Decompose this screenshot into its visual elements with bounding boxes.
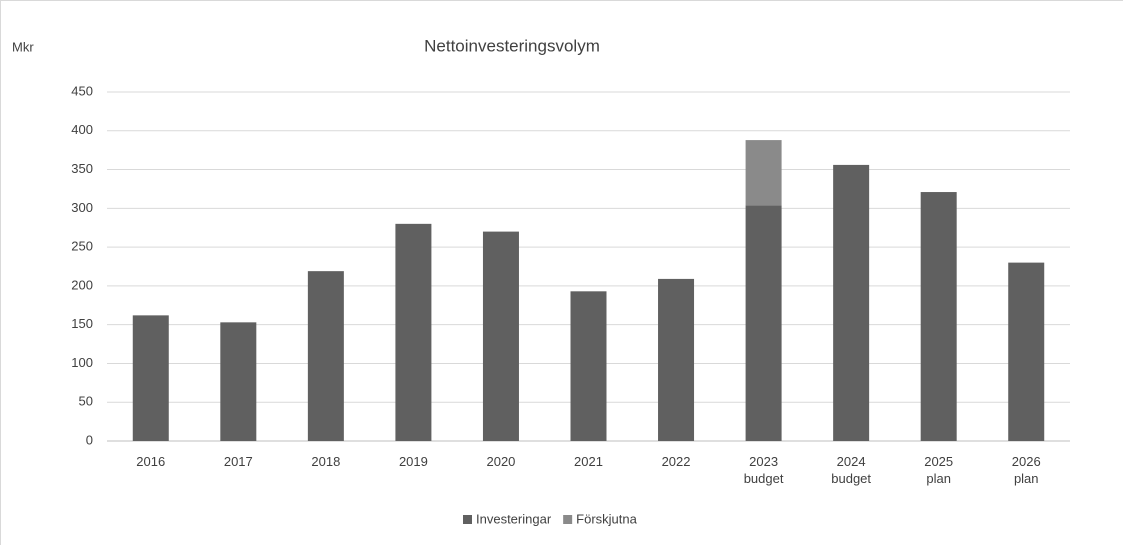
x-tick-line: 2022: [662, 454, 691, 469]
x-tick-label: 2016: [136, 454, 165, 469]
x-tick-line: 2017: [224, 454, 253, 469]
x-tick-line: 2023: [749, 454, 778, 469]
y-tick-label: 250: [71, 239, 93, 254]
x-tick-line: plan: [926, 471, 951, 486]
x-tick-label: 2017: [224, 454, 253, 469]
x-tick-line: 2025: [924, 454, 953, 469]
x-tick-line: 2026: [1012, 454, 1041, 469]
x-tick-line: 2020: [486, 454, 515, 469]
bar: [482, 231, 519, 441]
x-tick-label: 2019: [399, 454, 428, 469]
x-tick-label: 2026 plan: [1012, 454, 1041, 486]
bar: [395, 223, 432, 441]
x-tick-label: 2025 plan: [924, 454, 953, 486]
bar: [745, 140, 782, 206]
x-tick-label: 2021: [574, 454, 603, 469]
y-axis-label: Mkr: [12, 39, 34, 54]
bar: [745, 205, 782, 441]
chart-title: Nettoinvesteringsvolym: [424, 36, 600, 55]
bar: [132, 315, 169, 441]
x-tick-line: 2016: [136, 454, 165, 469]
y-tick-label: 100: [71, 355, 93, 370]
legend-label: Investeringar: [476, 511, 552, 526]
bar: [570, 291, 607, 441]
y-tick-label: 450: [71, 83, 93, 98]
bar: [833, 164, 870, 441]
x-tick-label: 2024 budget: [831, 454, 871, 486]
x-tick-label: 2023 budget: [744, 454, 784, 486]
x-tick-label: 2022: [662, 454, 691, 469]
y-tick-label: 350: [71, 161, 93, 176]
bar: [920, 192, 957, 441]
x-tick-line: plan: [1014, 471, 1039, 486]
legend-label: Förskjutna: [576, 511, 637, 526]
legend-swatch: [563, 515, 573, 524]
y-tick-label: 150: [71, 316, 93, 331]
x-tick-label: 2018: [311, 454, 340, 469]
bar: [1008, 262, 1045, 441]
bar: [307, 271, 344, 441]
legend-swatch: [463, 515, 472, 524]
bar: [220, 322, 257, 441]
x-tick-line: 2024: [837, 454, 866, 469]
x-tick-line: 2021: [574, 454, 603, 469]
x-tick-line: 2018: [311, 454, 340, 469]
x-tick-line: 2019: [399, 454, 428, 469]
y-tick-label: 50: [79, 394, 93, 409]
bar: [658, 278, 695, 441]
y-tick-label: 400: [71, 122, 93, 137]
y-tick-label: 300: [71, 200, 93, 215]
y-tick-label: 0: [86, 432, 93, 447]
y-tick-label: 200: [71, 277, 93, 292]
x-tick-label: 2020: [486, 454, 515, 469]
x-tick-line: budget: [744, 471, 784, 486]
x-tick-line: budget: [831, 471, 871, 486]
